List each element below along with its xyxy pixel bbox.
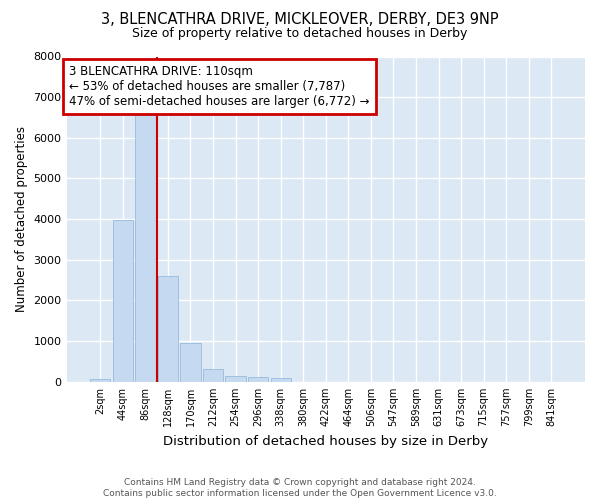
Text: Contains HM Land Registry data © Crown copyright and database right 2024.
Contai: Contains HM Land Registry data © Crown c… — [103, 478, 497, 498]
Text: 3, BLENCATHRA DRIVE, MICKLEOVER, DERBY, DE3 9NP: 3, BLENCATHRA DRIVE, MICKLEOVER, DERBY, … — [101, 12, 499, 28]
X-axis label: Distribution of detached houses by size in Derby: Distribution of detached houses by size … — [163, 434, 488, 448]
Bar — [226, 376, 246, 382]
Text: Size of property relative to detached houses in Derby: Size of property relative to detached ho… — [133, 28, 467, 40]
Bar — [271, 378, 291, 382]
Text: 3 BLENCATHRA DRIVE: 110sqm
← 53% of detached houses are smaller (7,787)
47% of s: 3 BLENCATHRA DRIVE: 110sqm ← 53% of deta… — [69, 64, 370, 108]
Bar — [203, 369, 223, 382]
Bar — [158, 276, 178, 382]
Bar — [113, 220, 133, 382]
Bar — [181, 343, 200, 382]
Bar — [248, 376, 268, 382]
Bar — [135, 114, 155, 382]
Bar — [90, 378, 110, 382]
Y-axis label: Number of detached properties: Number of detached properties — [15, 126, 28, 312]
